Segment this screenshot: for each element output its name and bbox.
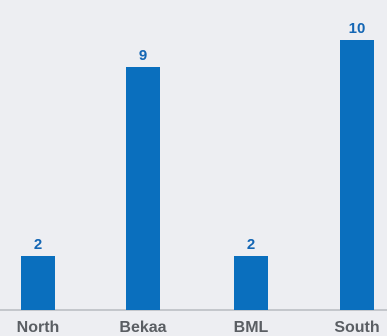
x-axis-tick-labels: North Bekaa BML South — [17, 319, 380, 336]
x-tick-label-south: South — [334, 319, 379, 336]
x-tick-label-bekaa: Bekaa — [119, 319, 166, 336]
bar-bml — [234, 256, 268, 310]
data-label-bekaa: 9 — [139, 47, 147, 64]
data-label-north: 2 — [34, 236, 42, 253]
data-label-south: 10 — [349, 20, 366, 37]
x-tick-label-bml: BML — [234, 319, 269, 336]
bar-series — [21, 40, 374, 310]
bar-north — [21, 256, 55, 310]
bar-south — [340, 40, 374, 310]
data-label-bml: 2 — [247, 236, 255, 253]
data-labels: 2 9 2 10 — [34, 20, 366, 253]
x-tick-label-north: North — [17, 319, 60, 336]
bar-bekaa — [126, 67, 160, 310]
